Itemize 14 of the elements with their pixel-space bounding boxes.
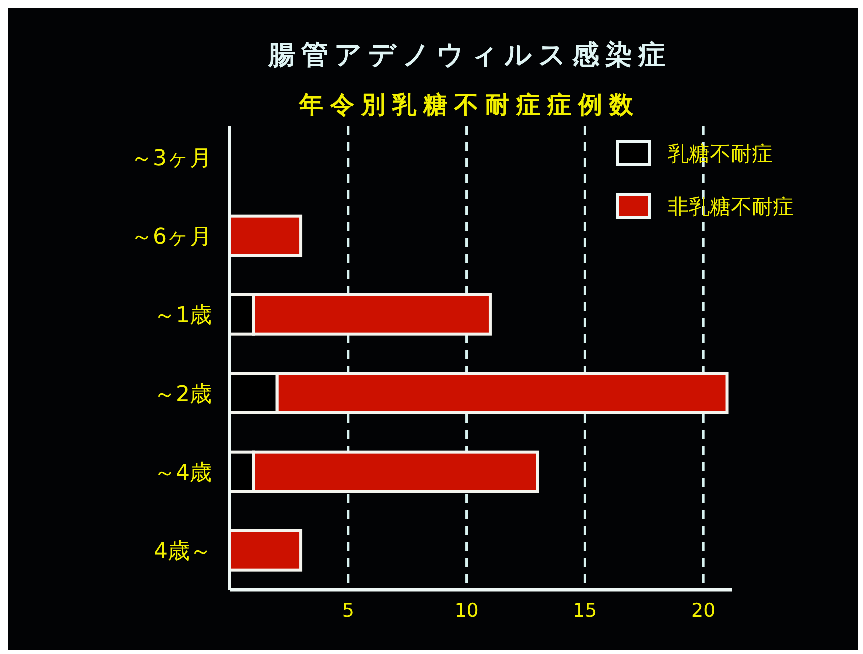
legend-label: 非乳糖不耐症 (668, 195, 794, 219)
x-tick-label: 20 (691, 600, 716, 622)
y-tick-label: ～3ヶ月 (131, 146, 212, 172)
x-tick-label: 5 (342, 600, 354, 622)
y-tick-label: 4歳～ (154, 540, 212, 565)
chart-subtitle: 年令別乳糖不耐症症例数 (298, 91, 640, 119)
y-tick-label: ～6ヶ月 (131, 225, 212, 250)
legend-label: 乳糖不耐症 (668, 142, 773, 166)
x-tick-label: 10 (454, 600, 479, 622)
x-tick-label: 15 (573, 600, 598, 622)
y-tick-label: ～1歳 (154, 304, 212, 329)
y-tick-label: ～4歳 (154, 461, 212, 486)
y-tick-label: ～2歳 (154, 382, 212, 408)
chart-title: 腸管アデノウィルス感染症 (268, 40, 672, 71)
